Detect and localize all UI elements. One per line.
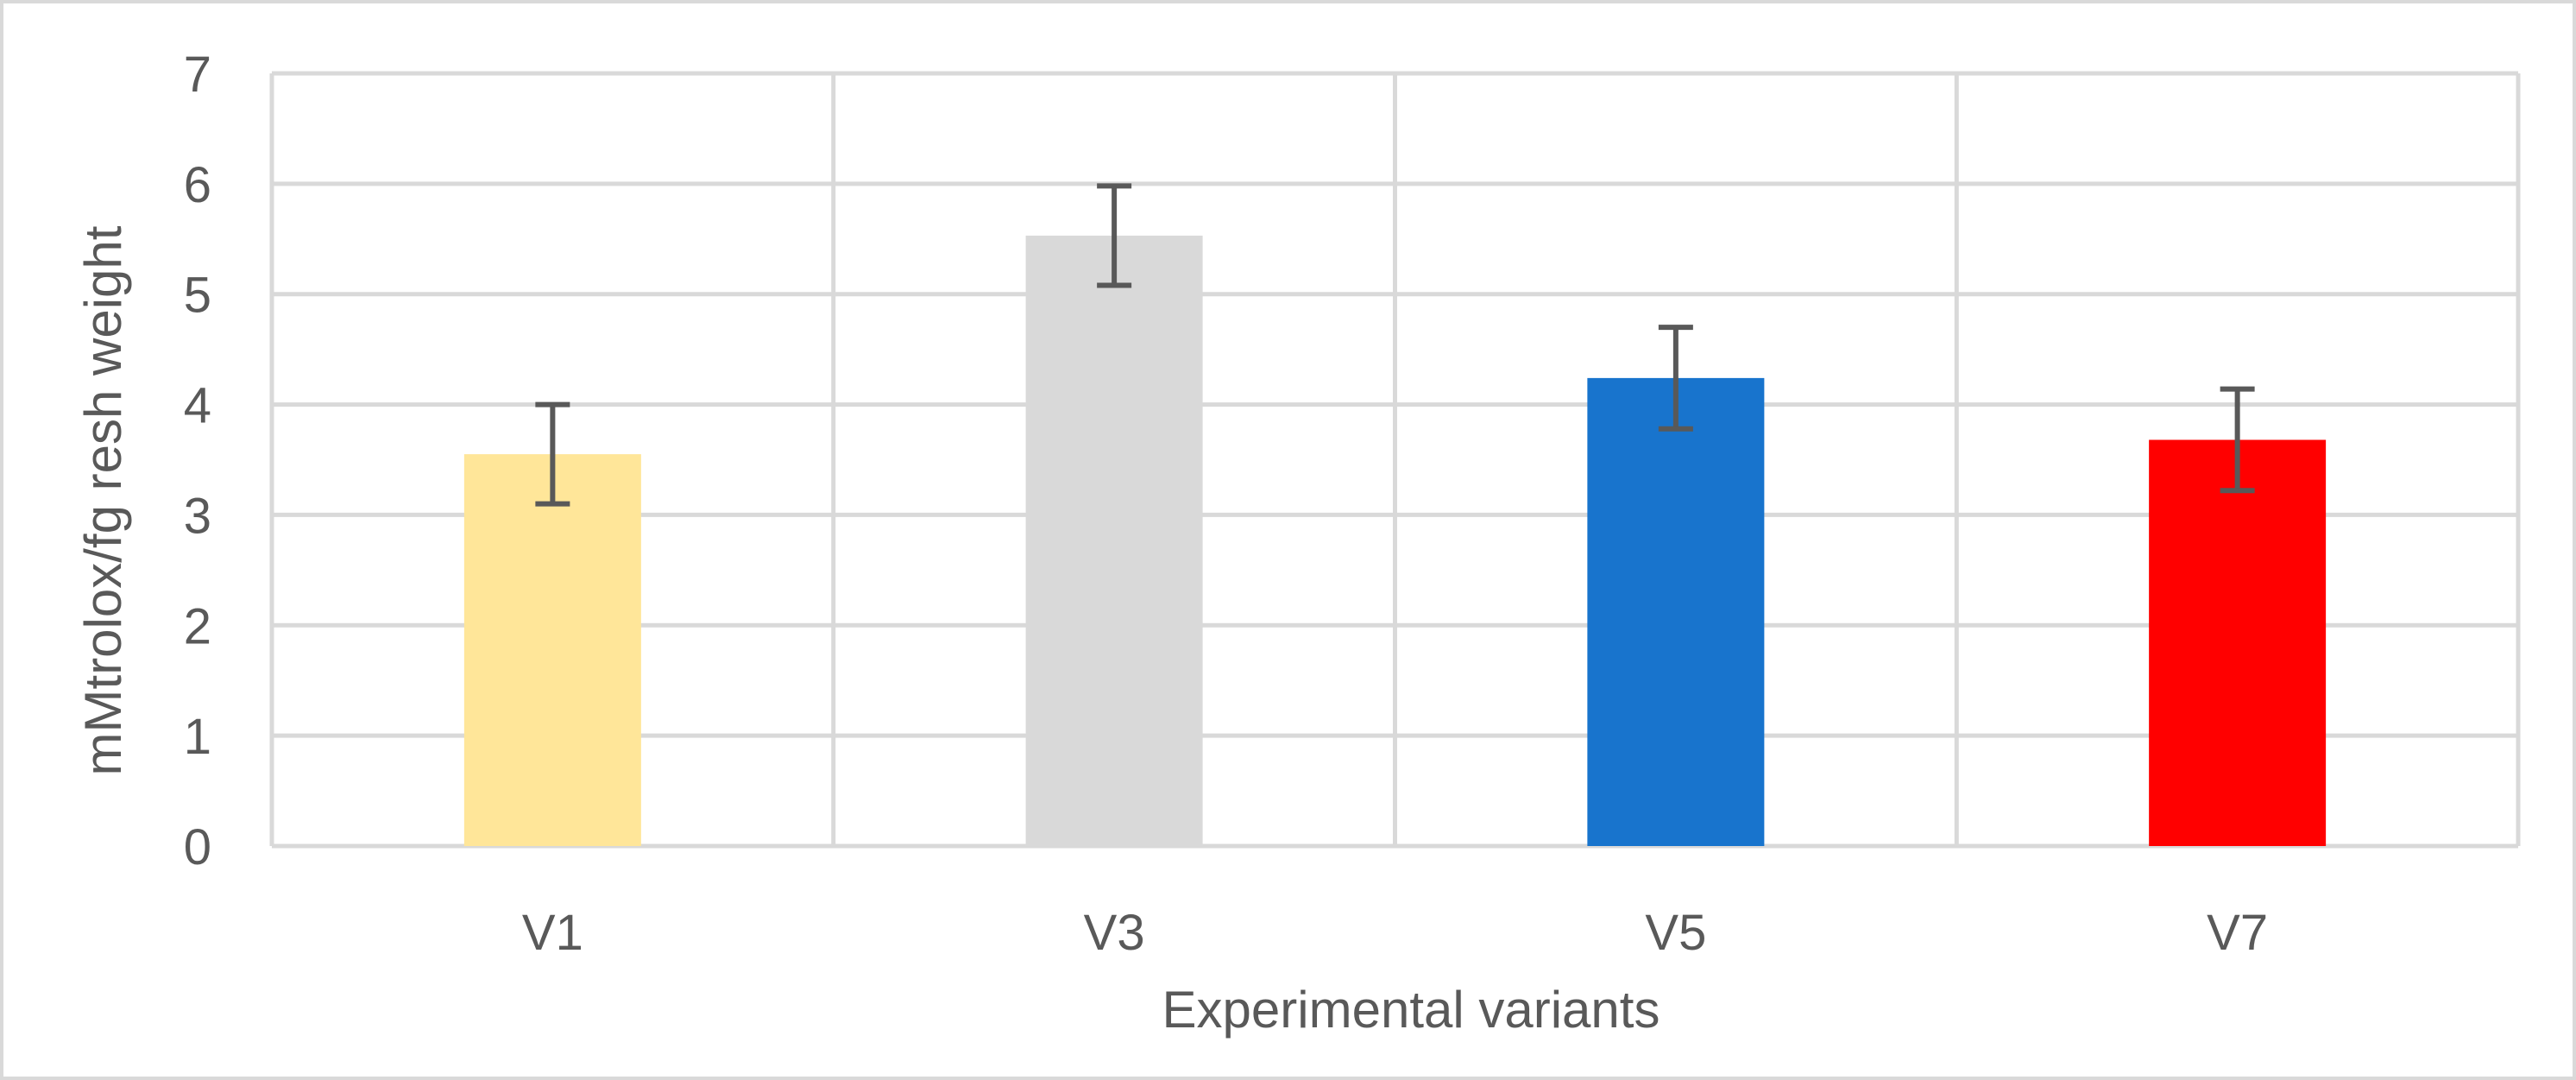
error-bars [535,183,2255,507]
x-tick-label: V5 [1645,905,1706,961]
y-tick-label: 4 [184,378,211,434]
y-tick-label: 7 [184,47,211,103]
error-bar-v5 [1658,325,1693,432]
gridlines [269,71,2521,849]
error-bar-v3 [1097,183,1132,288]
x-tick-label: V7 [2207,905,2268,961]
x-tick-label: V1 [522,905,583,961]
y-tick-label: 5 [184,268,211,324]
x-tick-label: V3 [1084,905,1145,961]
error-bar-v1 [535,401,570,507]
bar-v1 [463,454,641,846]
x-axis-ticks: V1 V3 V5 V7 [522,905,2268,961]
y-tick-label: 3 [184,488,211,544]
bar-v3 [1025,235,1203,846]
y-tick-label: 2 [184,598,211,654]
y-tick-label: 1 [184,709,211,765]
bars [463,235,2327,846]
bar-v5 [1587,377,1765,846]
y-tick-label: 6 [184,157,211,213]
y-axis-title: mMtrolox/fg resh weight [74,225,132,775]
y-axis-ticks: 0 1 2 3 4 5 6 7 [184,47,211,875]
x-axis-title: Experimental variants [1162,981,1660,1039]
y-tick-label: 0 [184,819,211,875]
bar-v7 [2149,439,2327,846]
error-bar-v7 [2220,386,2255,494]
